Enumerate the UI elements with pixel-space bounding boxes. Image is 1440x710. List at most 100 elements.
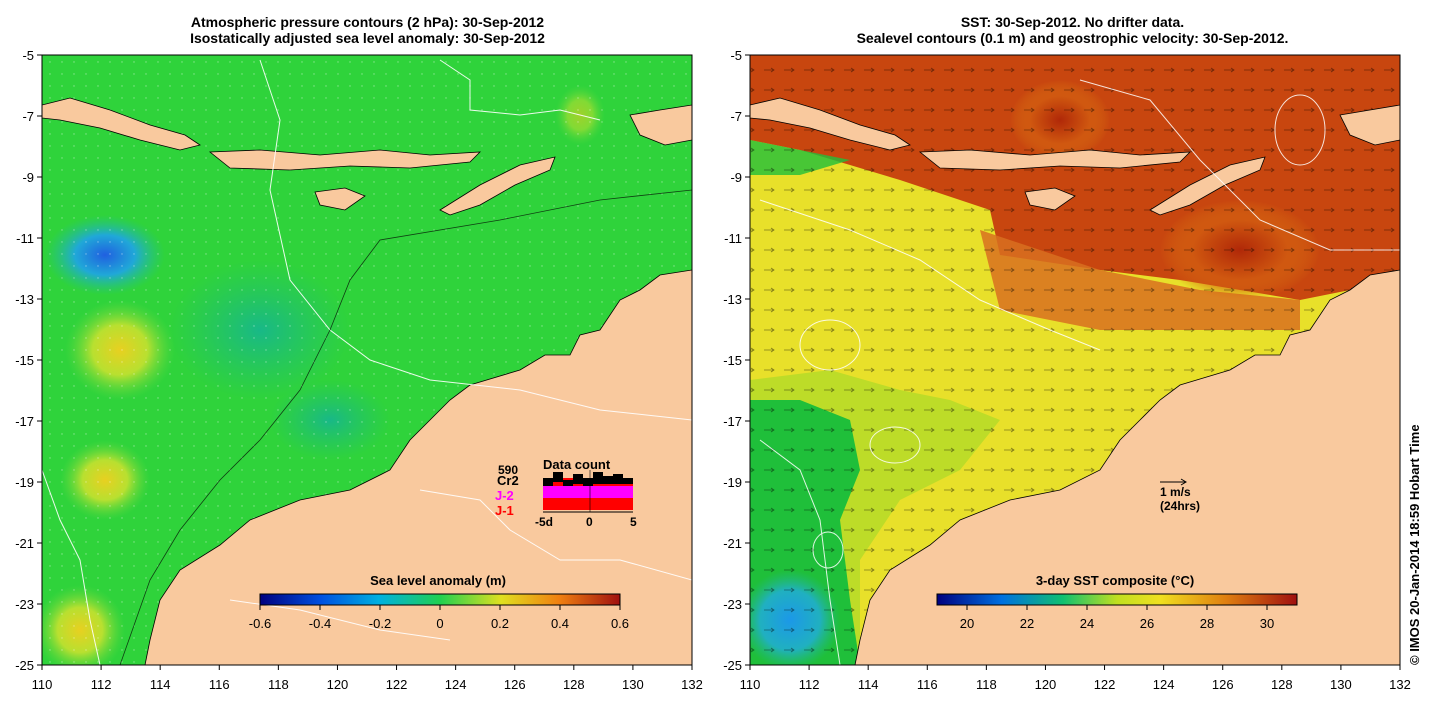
right-x-tick-label: 132 — [1389, 677, 1411, 692]
right-x-tick-label: 128 — [1271, 677, 1293, 692]
left-x-tick-label: 124 — [445, 677, 467, 692]
right-x-tick-label: 114 — [858, 677, 879, 692]
java-island-right — [750, 97, 911, 151]
satellite-label-j1: J-1 — [495, 503, 514, 518]
data-count-inset — [543, 470, 633, 513]
right-x-tick-label: 110 — [740, 677, 761, 692]
right-x-tick-label: 124 — [1153, 677, 1175, 692]
right-x-tick-label: 116 — [917, 677, 938, 692]
colorbar-tick-label: 0.2 — [491, 616, 509, 631]
velocity-scale-sublabel: (24hrs) — [1160, 499, 1200, 513]
new-guinea-left — [629, 104, 692, 146]
data-count-tick-start: -5d — [535, 515, 553, 529]
right-x-tick-label: 122 — [1094, 677, 1116, 692]
right-y-tick-label: -5 — [730, 48, 742, 63]
satellite-label-j2: J-2 — [495, 488, 514, 503]
right-y-tick-label: -13 — [723, 292, 742, 307]
right-y-tick-label: -25 — [723, 658, 742, 673]
left-x-tick-label: 132 — [681, 677, 703, 692]
left-y-axis: -5 -7 -9 -11 -13 -15 -17 -19 -21 -23 -25 — [15, 48, 42, 673]
sla-colorbar — [259, 593, 621, 606]
right-x-tick-label: 130 — [1330, 677, 1352, 692]
new-guinea-right — [1339, 104, 1400, 146]
right-y-axis: -5 -7 -9 -11 -13 -15 -17 -19 -21 -23 -25 — [723, 48, 750, 673]
sumba-island-right — [1024, 187, 1076, 211]
satellite-label-cr2: Cr2 — [497, 473, 519, 488]
left-x-tick-label: 110 — [32, 677, 53, 692]
colorbar-tick-label: -0.4 — [309, 616, 331, 631]
colorbar-tick-label: 24 — [1080, 616, 1094, 631]
velocity-scale-arrow — [1160, 478, 1187, 486]
data-count-tick-zero: 0 — [586, 515, 593, 529]
java-island-left — [42, 97, 201, 151]
left-y-tick-label: -7 — [22, 109, 34, 124]
colorbar-tick-label: 22 — [1020, 616, 1034, 631]
left-x-tick-label: 126 — [504, 677, 526, 692]
left-y-tick-label: -21 — [15, 536, 34, 551]
right-y-tick-label: -23 — [723, 597, 742, 612]
imos-credit: © IMOS 20-Jan-2014 18:59 Hobart Time — [1407, 424, 1422, 665]
colorbar-tick-label: 0.4 — [551, 616, 569, 631]
right-title-line1: SST: 30-Sep-2012. No drifter data. — [960, 14, 1185, 30]
right-y-tick-label: -9 — [730, 170, 742, 185]
left-y-tick-label: -5 — [22, 48, 34, 63]
colorbar-tick-label: 20 — [960, 616, 974, 631]
right-panel-title: SST: 30-Sep-2012. No drifter data. Seale… — [750, 14, 1395, 46]
colorbar-tick-label: 28 — [1200, 616, 1214, 631]
sst-colorbar — [936, 593, 1298, 606]
lesser-sunda-left — [208, 149, 482, 171]
colorbar-tick-label: 0.6 — [611, 616, 629, 631]
right-x-tick-label: 118 — [976, 677, 997, 692]
right-title-line2: Sealevel contours (0.1 m) and geostrophi… — [856, 30, 1289, 46]
colorbar-tick-label: 26 — [1140, 616, 1154, 631]
sst-colorbar-ticks: 20 22 24 26 28 30 — [960, 605, 1274, 631]
right-y-tick-label: -15 — [723, 353, 742, 368]
right-y-tick-label: -7 — [730, 109, 742, 124]
colorbar-tick-label: 0 — [436, 616, 443, 631]
left-x-axis: 110 112 114 116 118 120 122 124 126 128 130 132 — [32, 665, 703, 692]
left-y-tick-label: -11 — [16, 231, 34, 246]
left-y-tick-label: -13 — [15, 292, 34, 307]
left-x-tick-label: 118 — [268, 677, 289, 692]
sumba-island-left — [314, 187, 366, 211]
right-y-tick-label: -11 — [724, 231, 742, 246]
data-count-title: Data count — [543, 457, 611, 472]
sla-colorbar-ticks: -0.6 -0.4 -0.2 0 0.2 0.4 0.6 — [249, 605, 629, 631]
left-title-line2: Isostatically adjusted sea level anomaly… — [190, 30, 545, 46]
velocity-scale-label: 1 m/s — [1160, 485, 1191, 499]
data-count-tick-end: 5 — [630, 515, 637, 529]
sla-colorbar-title: Sea level anomaly (m) — [370, 573, 506, 588]
timor-island-left — [439, 156, 556, 216]
right-y-tick-label: -21 — [723, 536, 742, 551]
left-title-line1: Atmospheric pressure contours (2 hPa): 3… — [190, 14, 545, 30]
left-x-tick-label: 114 — [150, 677, 171, 692]
timor-island-right — [1149, 156, 1266, 216]
right-y-tick-label: -17 — [723, 414, 742, 429]
left-y-tick-label: -9 — [22, 170, 34, 185]
left-y-tick-label: -25 — [15, 658, 34, 673]
left-x-tick-label: 120 — [327, 677, 349, 692]
australia-land-left — [144, 269, 692, 665]
right-x-tick-label: 126 — [1212, 677, 1234, 692]
left-x-tick-label: 130 — [622, 677, 644, 692]
left-y-tick-label: -19 — [15, 475, 34, 490]
data-count-total: 590 — [498, 463, 518, 477]
left-x-tick-label: 122 — [386, 677, 408, 692]
right-x-axis: 110 112 114 116 118 120 122 124 126 128 130 132 — [740, 665, 1411, 692]
left-x-tick-label: 112 — [91, 677, 112, 692]
left-panel-title: Atmospheric pressure contours (2 hPa): 3… — [45, 14, 690, 46]
right-x-tick-label: 112 — [799, 677, 820, 692]
colorbar-tick-label: -0.6 — [249, 616, 271, 631]
left-y-tick-label: -23 — [15, 597, 34, 612]
left-x-tick-label: 128 — [563, 677, 585, 692]
sst-colorbar-title: 3-day SST composite (°C) — [1036, 573, 1194, 588]
colorbar-tick-label: -0.2 — [369, 616, 391, 631]
left-y-tick-label: -17 — [15, 414, 34, 429]
lesser-sunda-right — [918, 149, 1192, 171]
left-x-tick-label: 116 — [209, 677, 230, 692]
australia-land-right — [854, 269, 1400, 665]
right-y-tick-label: -19 — [723, 475, 742, 490]
left-y-tick-label: -15 — [15, 353, 34, 368]
right-x-tick-label: 120 — [1035, 677, 1057, 692]
